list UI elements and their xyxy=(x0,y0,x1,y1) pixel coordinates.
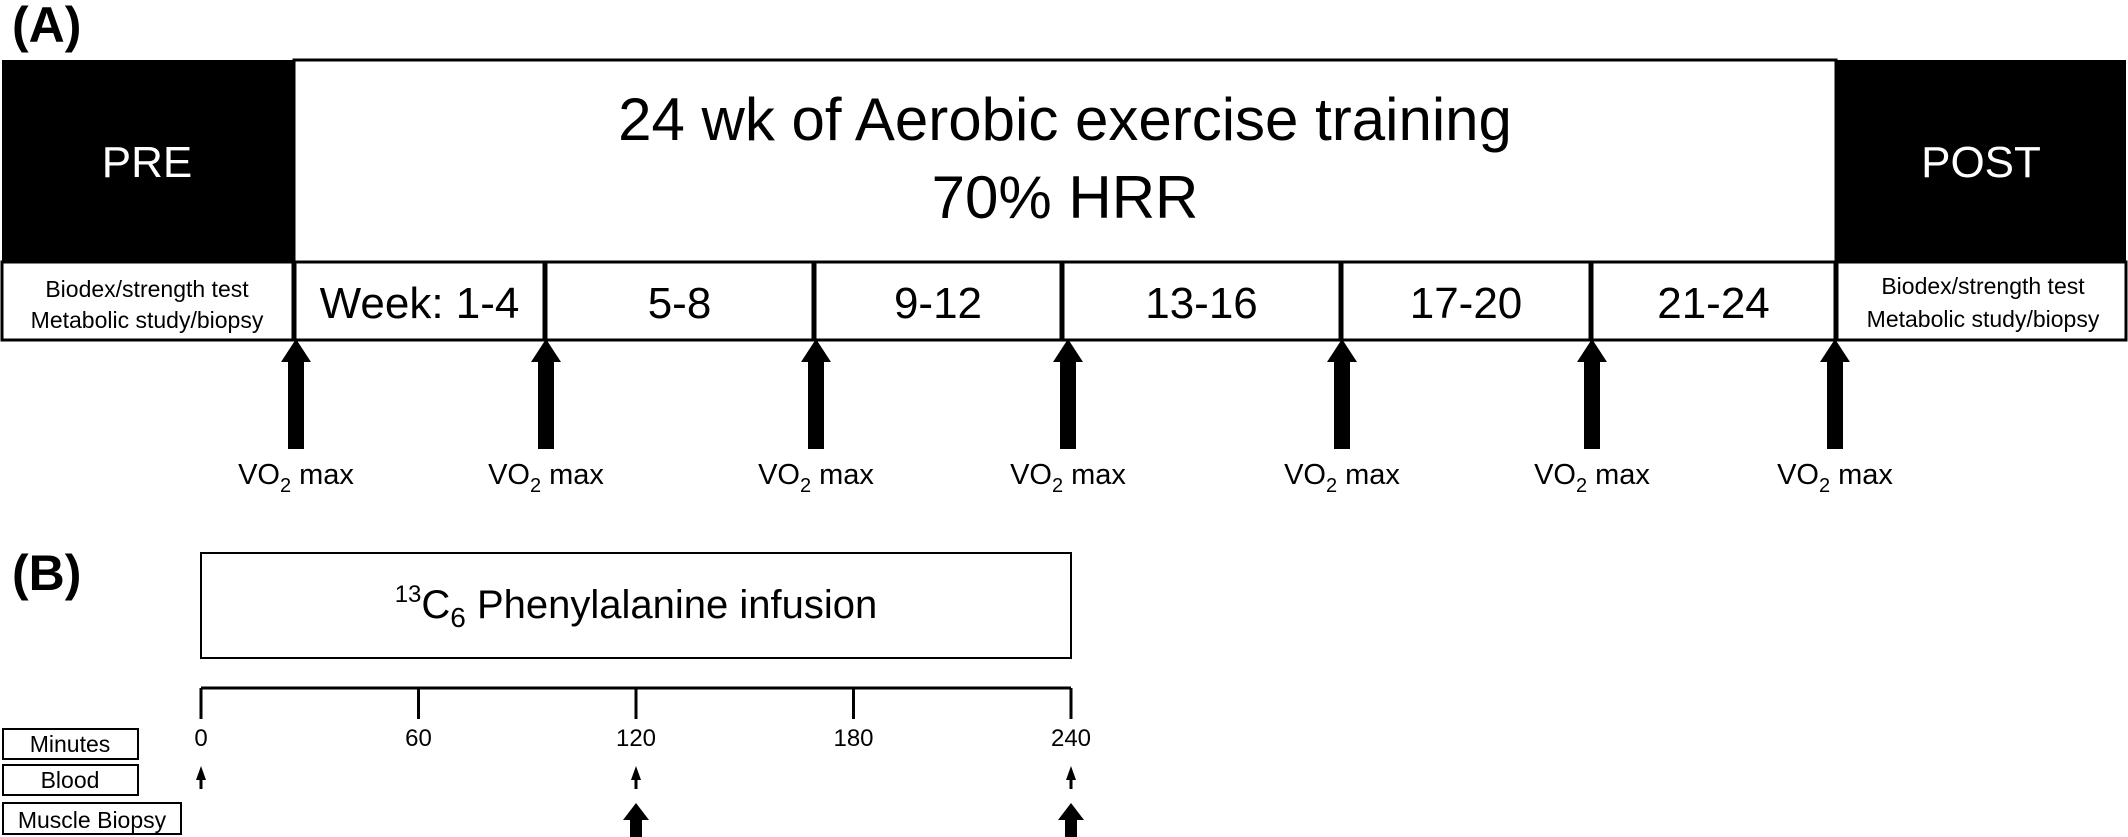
infusion-element: C xyxy=(421,583,450,627)
row-label-blood: Blood xyxy=(41,767,100,793)
pre-label: PRE xyxy=(102,138,192,187)
blood-arrows xyxy=(196,766,1076,789)
pre-test-metabolic: Metabolic study/biopsy xyxy=(31,307,264,333)
pre-test-strength: Biodex/strength test xyxy=(45,276,249,302)
blood-arrow-head xyxy=(1066,766,1076,780)
pre-box xyxy=(2,60,294,262)
infusion-isotope-sup: 13 xyxy=(395,581,422,608)
vo2max-label: VO2 max xyxy=(1010,459,1126,497)
infusion-box xyxy=(200,552,1072,659)
week-label: 5-8 xyxy=(648,279,712,328)
vo2-arrow-shaft xyxy=(538,360,554,449)
biopsy-arrow-head xyxy=(1058,803,1084,820)
row-label-box-minutes xyxy=(2,728,139,760)
week-label: 9-12 xyxy=(894,279,982,328)
week-label: 13-16 xyxy=(1145,279,1258,328)
vo2-arrow-shaft xyxy=(1584,360,1600,449)
training-title: 24 wk of Aerobic exercise training xyxy=(618,86,1512,153)
vo2-arrow-shaft xyxy=(808,360,824,449)
week-label: 21-24 xyxy=(1657,279,1770,328)
post-test-metabolic: Metabolic study/biopsy xyxy=(1867,306,2100,332)
minutes-tick-label: 120 xyxy=(616,725,656,752)
week-label: Week: 1-4 xyxy=(320,279,520,328)
minutes-tick-label: 60 xyxy=(405,725,432,752)
vo2-arrow-head xyxy=(1053,339,1083,362)
row-label-muscle-biopsy: Muscle Biopsy xyxy=(18,807,167,833)
infusion-name: Phenylalanine infusion xyxy=(466,583,877,627)
panel-a-label: (A) xyxy=(12,0,81,53)
minutes-ticks: 0 60 120 180 240 xyxy=(194,688,1091,752)
minutes-tick-label: 0 xyxy=(194,725,207,752)
vo2-arrow-head xyxy=(531,339,561,362)
row-label-box-blood xyxy=(2,764,139,796)
training-intensity: 70% HRR xyxy=(932,164,1199,231)
biopsy-arrow-shaft xyxy=(1065,817,1077,837)
vo2-arrows xyxy=(281,339,1850,449)
vo2max-label: VO2 max xyxy=(1534,459,1650,497)
vo2-arrow-shaft xyxy=(1334,360,1350,449)
vo2max-label: VO2 max xyxy=(1777,459,1893,497)
biopsy-arrows xyxy=(623,803,1084,837)
vo2max-label: VO2 max xyxy=(488,459,604,497)
infusion-subscript: 6 xyxy=(450,602,466,633)
week-labels: Week: 1-4 5-8 9-12 13-16 17-20 21-24 xyxy=(320,279,1770,328)
post-test-strength: Biodex/strength test xyxy=(1881,273,2085,299)
vo2-arrow-head xyxy=(281,339,311,362)
post-box xyxy=(1836,60,2126,262)
biopsy-arrow-shaft xyxy=(630,817,642,837)
row-label-minutes: Minutes xyxy=(30,731,111,757)
vo2max-label: VO2 max xyxy=(758,459,874,497)
minutes-tick-label: 240 xyxy=(1051,725,1091,752)
panel-b-label: (B) xyxy=(12,545,81,601)
vo2-arrow-shaft xyxy=(288,360,304,449)
vo2-arrow-shaft xyxy=(1060,360,1076,449)
training-box xyxy=(292,58,1838,264)
vo2max-label: VO2 max xyxy=(1284,459,1400,497)
minutes-tick-label: 180 xyxy=(833,725,873,752)
vo2-arrow-shaft xyxy=(1827,360,1843,449)
blood-arrow-head xyxy=(196,766,206,780)
vo2max-label: VO2 max xyxy=(238,459,354,497)
vo2-arrow-head xyxy=(1820,339,1850,362)
blood-arrow-head xyxy=(631,766,641,780)
row-label-box-biopsy xyxy=(2,802,182,835)
vo2-arrow-head xyxy=(1577,339,1607,362)
vo2-arrow-head xyxy=(801,339,831,362)
biopsy-arrow-head xyxy=(623,803,649,820)
vo2-arrow-head xyxy=(1327,339,1357,362)
week-dividers xyxy=(291,262,1839,340)
vo2-labels: VO2 max VO2 max VO2 max VO2 max VO2 max VO2 m… xyxy=(238,459,1893,497)
week-label: 17-20 xyxy=(1410,279,1523,328)
infusion-label: 13C6 Phenylalanine infusion xyxy=(395,581,878,633)
post-label: POST xyxy=(1921,138,2041,187)
